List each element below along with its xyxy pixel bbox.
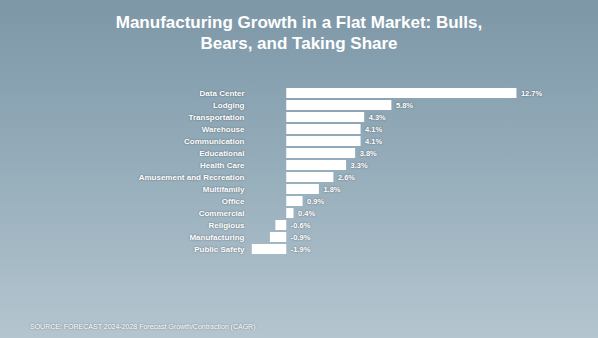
svg-text:Communication: Communication [184, 137, 245, 146]
svg-text:3.8%: 3.8% [360, 149, 377, 158]
svg-text:1.8%: 1.8% [323, 185, 340, 194]
svg-text:Lodging: Lodging [213, 101, 245, 110]
svg-text:4.1%: 4.1% [365, 137, 382, 146]
svg-text:2.6%: 2.6% [338, 173, 355, 182]
svg-text:Manufacturing: Manufacturing [189, 233, 244, 242]
svg-text:0.4%: 0.4% [298, 209, 315, 218]
svg-text:Data Center: Data Center [200, 89, 245, 98]
svg-text:-0.9%: -0.9% [291, 233, 311, 242]
svg-text:Religious: Religious [208, 221, 245, 230]
svg-text:-0.6%: -0.6% [291, 221, 311, 230]
svg-text:Amusement and Recreation: Amusement and Recreation [139, 173, 245, 182]
html-text:Manufacturing Growth in a Flat: Manufacturing Growth in a Flat Market: B… [115, 13, 483, 53]
svg-text:Office: Office [222, 197, 245, 206]
svg-text:Transportation: Transportation [188, 113, 244, 122]
svg-text:Health Care: Health Care [200, 161, 245, 170]
svg-text:Educational: Educational [199, 149, 244, 158]
svg-text:12.7%: 12.7% [521, 89, 543, 98]
svg-text:-1.9%: -1.9% [291, 245, 311, 254]
html-text:SOURCE: FORECAST 2024-2028 For: SOURCE: FORECAST 2024-2028 Forecast Grow… [30, 323, 256, 330]
svg-text:5.8%: 5.8% [396, 101, 413, 110]
svg-text:Public Safety: Public Safety [194, 245, 245, 254]
svg-text:Warehouse: Warehouse [202, 125, 245, 134]
svg-text:4.3%: 4.3% [369, 113, 386, 122]
svg-text:3.3%: 3.3% [351, 161, 368, 170]
svg-text:4.1%: 4.1% [365, 125, 382, 134]
svg-text:Commercial: Commercial [199, 209, 245, 218]
svg-text:0.9%: 0.9% [307, 197, 324, 206]
svg-text:Multifamily: Multifamily [203, 185, 245, 194]
